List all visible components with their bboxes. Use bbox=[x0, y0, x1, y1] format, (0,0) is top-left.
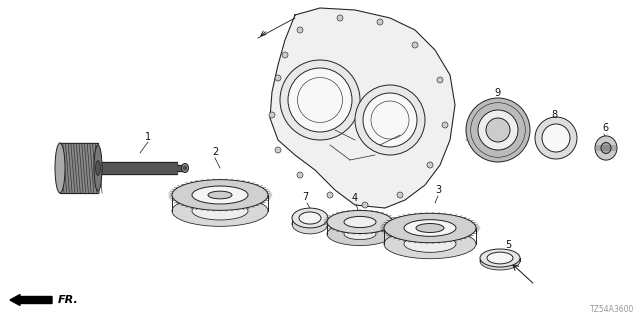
Ellipse shape bbox=[292, 214, 328, 234]
Ellipse shape bbox=[355, 85, 425, 155]
Ellipse shape bbox=[416, 223, 444, 232]
Ellipse shape bbox=[363, 93, 417, 147]
Ellipse shape bbox=[192, 202, 248, 220]
Ellipse shape bbox=[384, 213, 476, 243]
Ellipse shape bbox=[288, 68, 352, 132]
Ellipse shape bbox=[412, 42, 418, 48]
Ellipse shape bbox=[327, 211, 393, 234]
Ellipse shape bbox=[362, 202, 368, 208]
Ellipse shape bbox=[269, 112, 275, 118]
Text: 7: 7 bbox=[302, 192, 308, 202]
FancyArrow shape bbox=[10, 294, 52, 306]
Ellipse shape bbox=[327, 192, 333, 198]
Text: 4: 4 bbox=[352, 193, 358, 203]
Ellipse shape bbox=[601, 142, 611, 154]
Ellipse shape bbox=[292, 208, 328, 228]
Ellipse shape bbox=[275, 75, 281, 81]
Ellipse shape bbox=[466, 98, 530, 162]
Ellipse shape bbox=[275, 147, 281, 153]
Ellipse shape bbox=[172, 196, 268, 226]
Ellipse shape bbox=[595, 136, 617, 160]
Text: 1: 1 bbox=[145, 132, 151, 142]
Ellipse shape bbox=[486, 118, 510, 142]
Ellipse shape bbox=[95, 161, 100, 175]
Text: 3: 3 bbox=[435, 185, 441, 195]
Ellipse shape bbox=[192, 186, 248, 204]
Ellipse shape bbox=[377, 19, 383, 25]
Ellipse shape bbox=[55, 143, 65, 193]
Ellipse shape bbox=[184, 166, 186, 170]
Ellipse shape bbox=[280, 60, 360, 140]
Text: 8: 8 bbox=[551, 110, 557, 120]
Ellipse shape bbox=[480, 249, 520, 267]
Ellipse shape bbox=[535, 117, 577, 159]
Ellipse shape bbox=[344, 216, 376, 228]
Ellipse shape bbox=[404, 236, 456, 252]
Text: TZ54A3600: TZ54A3600 bbox=[589, 305, 634, 314]
Ellipse shape bbox=[344, 228, 376, 240]
Ellipse shape bbox=[542, 124, 570, 152]
Ellipse shape bbox=[282, 52, 288, 58]
Text: 9: 9 bbox=[494, 88, 500, 98]
Ellipse shape bbox=[299, 212, 321, 224]
Ellipse shape bbox=[208, 191, 232, 199]
Ellipse shape bbox=[327, 222, 393, 245]
Ellipse shape bbox=[442, 122, 448, 128]
Ellipse shape bbox=[297, 27, 303, 33]
Ellipse shape bbox=[397, 192, 403, 198]
Ellipse shape bbox=[487, 252, 513, 264]
Ellipse shape bbox=[182, 164, 189, 172]
Ellipse shape bbox=[437, 77, 443, 83]
Ellipse shape bbox=[480, 252, 520, 270]
Ellipse shape bbox=[478, 110, 518, 150]
Ellipse shape bbox=[172, 180, 268, 210]
Polygon shape bbox=[270, 8, 455, 208]
Text: 5: 5 bbox=[505, 240, 511, 250]
Ellipse shape bbox=[337, 15, 343, 21]
Ellipse shape bbox=[427, 162, 433, 168]
Text: 2: 2 bbox=[212, 147, 218, 157]
Ellipse shape bbox=[297, 172, 303, 178]
Text: 6: 6 bbox=[602, 123, 608, 133]
Ellipse shape bbox=[94, 145, 102, 191]
Ellipse shape bbox=[404, 220, 456, 236]
Ellipse shape bbox=[384, 229, 476, 259]
Text: FR.: FR. bbox=[58, 295, 79, 305]
